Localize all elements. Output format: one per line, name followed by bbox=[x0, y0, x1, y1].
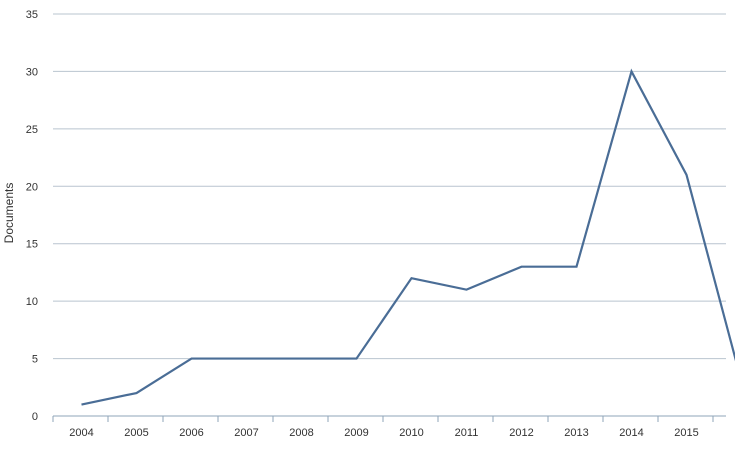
series-layer bbox=[81, 68, 735, 406]
y-tick-label: 15 bbox=[26, 239, 38, 251]
x-tick-label: 2009 bbox=[344, 427, 368, 439]
y-tick-label: 20 bbox=[26, 181, 38, 193]
x-tick-label: 2005 bbox=[124, 427, 148, 439]
y-tick-label: 25 bbox=[26, 124, 38, 136]
y-tick-label: 35 bbox=[26, 9, 38, 21]
y-tick-label: 5 bbox=[32, 354, 38, 366]
series-line-0 bbox=[81, 68, 735, 406]
y-tick-label: 0 bbox=[32, 411, 38, 423]
y-tick-label: 10 bbox=[26, 296, 38, 308]
x-tick-label: 2012 bbox=[509, 427, 533, 439]
y-axis: 0 5 10 15 20 25 30 35 bbox=[26, 9, 38, 423]
x-tick-label: 2007 bbox=[234, 427, 258, 439]
x-tick-label: 2006 bbox=[179, 427, 203, 439]
y-tick-label: 30 bbox=[26, 66, 38, 78]
x-tick-label: 2008 bbox=[289, 427, 313, 439]
x-tick-label: 2011 bbox=[455, 427, 479, 439]
x-tick-label: 2013 bbox=[564, 427, 588, 439]
x-tick-label: 2015 bbox=[674, 427, 698, 439]
y-axis-title: Documents bbox=[2, 183, 16, 244]
x-tick-label: 2010 bbox=[399, 427, 423, 439]
x-axis: 2004 2005 2006 2007 2008 2009 2010 2011 2012 2013… bbox=[52, 415, 726, 439]
gridlines bbox=[53, 13, 726, 360]
x-tick-label: 2014 bbox=[619, 427, 643, 439]
x-tick-label: 2004 bbox=[69, 427, 93, 439]
